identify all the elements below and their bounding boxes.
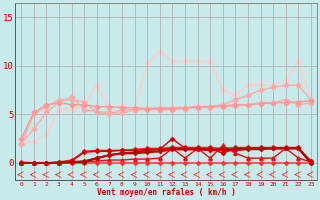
X-axis label: Vent moyen/en rafales ( km/h ): Vent moyen/en rafales ( km/h ) (97, 188, 236, 197)
